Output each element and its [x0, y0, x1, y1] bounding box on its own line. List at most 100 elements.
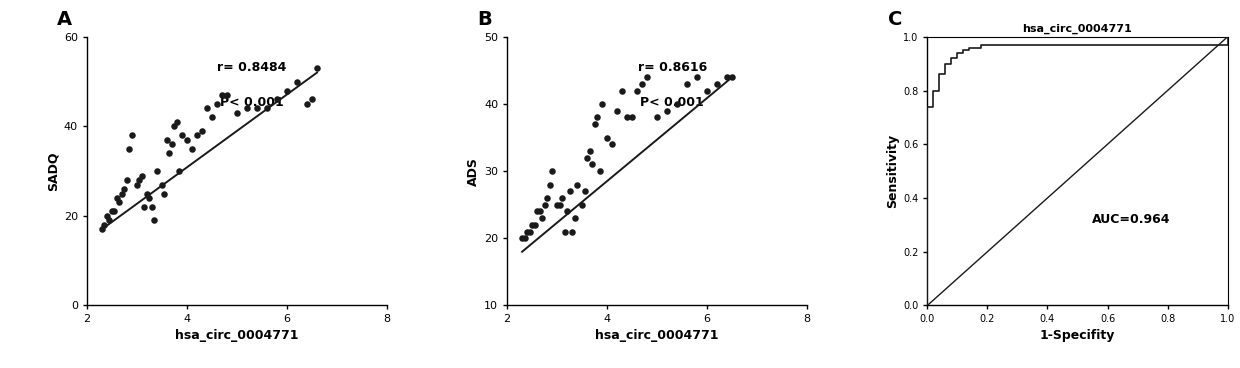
Point [598, 135, 618, 141]
Point [677, 81, 697, 87]
Point [547, 202, 567, 208]
Point [537, 195, 557, 201]
Point [197, 106, 217, 112]
Point [574, 188, 594, 194]
Point [192, 128, 212, 134]
Point [160, 150, 180, 156]
Point [257, 106, 277, 112]
Point [286, 79, 306, 85]
Point [97, 213, 117, 219]
Point [207, 101, 227, 107]
Point [126, 182, 146, 188]
Point [707, 81, 727, 87]
Point [562, 229, 582, 234]
Point [585, 121, 605, 127]
Point [139, 195, 159, 201]
Point [622, 114, 642, 120]
Point [580, 148, 600, 154]
Point [155, 191, 175, 197]
Point [165, 123, 185, 129]
Point [657, 108, 677, 114]
Text: P< 0.001: P< 0.001 [219, 96, 284, 109]
Point [94, 222, 114, 228]
Y-axis label: SADQ: SADQ [46, 151, 60, 191]
Point [182, 146, 202, 152]
Point [578, 155, 598, 160]
Point [109, 199, 129, 205]
Point [613, 88, 632, 93]
Point [554, 229, 574, 234]
Text: r= 0.8484: r= 0.8484 [217, 61, 286, 74]
Point [522, 222, 542, 228]
Title: hsa_circ_0004771: hsa_circ_0004771 [1023, 23, 1132, 33]
Point [608, 108, 627, 114]
X-axis label: hsa_circ_0004771: hsa_circ_0004771 [595, 329, 719, 342]
Point [723, 74, 743, 80]
Point [187, 132, 207, 138]
Point [202, 114, 222, 120]
Point [144, 217, 164, 223]
Point [153, 182, 172, 188]
Point [647, 114, 667, 120]
Point [557, 208, 577, 214]
Point [303, 96, 322, 102]
Point [552, 195, 572, 201]
Point [588, 114, 608, 120]
Y-axis label: Sensitivity: Sensitivity [885, 134, 899, 208]
Point [134, 204, 154, 210]
Point [308, 65, 327, 71]
Point [217, 92, 237, 98]
Point [567, 181, 587, 187]
Point [104, 208, 124, 214]
Point [129, 177, 149, 183]
Point [107, 195, 126, 201]
X-axis label: 1-Specifity: 1-Specifity [1040, 329, 1115, 342]
Point [170, 168, 190, 174]
X-axis label: hsa_circ_0004771: hsa_circ_0004771 [175, 329, 299, 342]
Point [177, 137, 197, 143]
Y-axis label: ADS: ADS [466, 157, 480, 185]
Point [212, 92, 232, 98]
Point [146, 168, 166, 174]
Point [590, 168, 610, 174]
Point [99, 217, 119, 223]
Point [717, 74, 737, 80]
Point [92, 226, 112, 232]
Point [102, 208, 122, 214]
Point [572, 202, 591, 208]
Point [141, 204, 161, 210]
Point [114, 186, 134, 192]
Point [122, 132, 141, 138]
Point [697, 88, 717, 93]
Text: C: C [888, 10, 903, 29]
Point [583, 162, 603, 167]
Point [549, 202, 569, 208]
Point [542, 168, 562, 174]
Point [627, 88, 647, 93]
Point [162, 141, 182, 147]
Text: P< 0.001: P< 0.001 [640, 96, 704, 109]
Point [277, 88, 296, 93]
Point [298, 101, 317, 107]
Point [167, 119, 187, 125]
Point [136, 191, 156, 197]
Point [618, 114, 637, 120]
Text: AUC=0.964: AUC=0.964 [1092, 213, 1171, 226]
Point [534, 202, 554, 208]
Point [529, 208, 549, 214]
Point [527, 208, 547, 214]
Point [532, 215, 552, 221]
Point [267, 96, 286, 102]
Point [227, 110, 247, 116]
Point [539, 181, 559, 187]
Point [559, 188, 579, 194]
Point [172, 132, 192, 138]
Text: B: B [477, 10, 492, 29]
Point [512, 236, 532, 241]
Point [237, 106, 257, 112]
Text: r= 0.8616: r= 0.8616 [637, 61, 707, 74]
Point [515, 236, 534, 241]
Point [632, 81, 652, 87]
Point [687, 74, 707, 80]
Point [119, 146, 139, 152]
